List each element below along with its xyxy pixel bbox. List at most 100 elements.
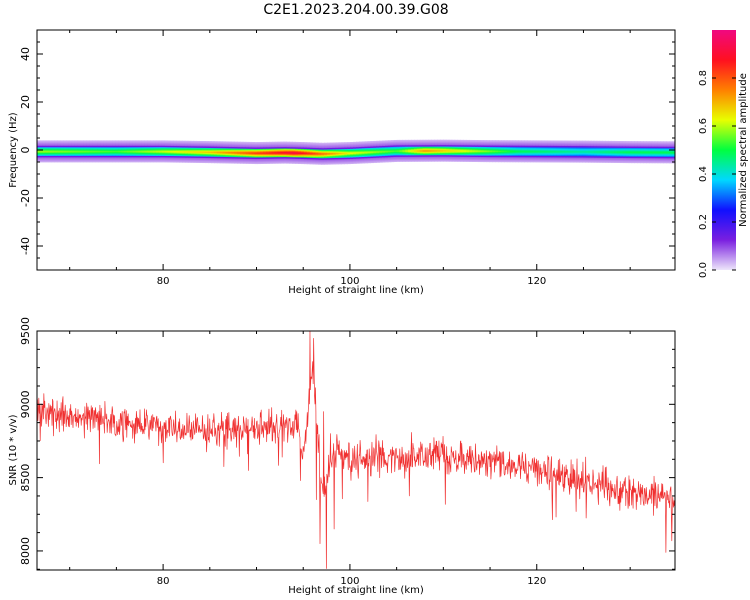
spectral-cell [199, 151, 203, 153]
spectral-cell [390, 143, 395, 145]
spectral-cell [428, 150, 432, 152]
spectral-cell [184, 153, 189, 155]
spectral-cell [370, 141, 374, 143]
spectral-cell [251, 149, 256, 151]
spectral-cell [347, 159, 351, 161]
spectral-cell [390, 159, 395, 161]
spectral-cell [86, 146, 90, 148]
spectral-cell [199, 146, 203, 148]
spectral-cell [318, 147, 322, 149]
spectral-cell [103, 160, 108, 162]
spectral-cell [199, 159, 203, 161]
spectral-cell [135, 154, 140, 156]
spectral-cell [506, 158, 511, 161]
spectral-cell [196, 159, 200, 161]
spectral-cell [83, 150, 87, 152]
spectral-cell [100, 156, 105, 159]
spectral-cell [506, 151, 511, 153]
spectral-cell [161, 143, 166, 145]
spectral-cell [344, 158, 348, 160]
spectral-cell [147, 160, 151, 162]
spectral-cell [86, 153, 90, 155]
spectral-cell [199, 141, 203, 143]
spectral-cell [414, 145, 418, 147]
spectral-cell [138, 149, 142, 151]
spectral-cell [150, 146, 154, 148]
spectral-cell [463, 143, 467, 145]
spectral-cell [89, 161, 93, 163]
spectral-cell [440, 160, 444, 162]
spectral-cell [138, 158, 142, 160]
spectral-cell [155, 147, 160, 149]
spectral-cell [240, 154, 244, 156]
spectral-cell [509, 147, 514, 149]
spectral-cell [213, 144, 218, 146]
spectral-cell [327, 146, 331, 149]
spectral-cell [286, 145, 290, 147]
spectral-cell [315, 149, 319, 151]
spectral-cell [121, 156, 125, 159]
spectral-cell [460, 150, 464, 152]
spectral-cell [402, 144, 406, 146]
spectral-cell [48, 159, 53, 161]
spectral-cell [489, 148, 493, 150]
spectral-cell [312, 162, 316, 164]
spectral-cell [356, 159, 360, 161]
spectral-cell [77, 155, 82, 157]
spectral-cell [155, 160, 160, 162]
spectral-cell [498, 150, 502, 152]
spectral-cell [66, 161, 70, 163]
spectral-cell [416, 157, 421, 159]
spectral-cell [367, 158, 372, 160]
spectral-cell [184, 156, 189, 158]
spectral-cell [408, 159, 412, 161]
spectral-cell [411, 146, 415, 148]
spectral-cell [164, 154, 169, 156]
spectral-cell [251, 151, 256, 153]
spectral-cell [231, 151, 235, 153]
spectral-cell [376, 142, 380, 144]
spectral-cell [295, 154, 299, 156]
spectral-cell [106, 154, 111, 156]
spectral-cell [298, 157, 302, 159]
spectral-cell [303, 155, 308, 157]
spectral-cell [66, 152, 70, 154]
spectral-cell [367, 153, 372, 155]
spectral-cell [196, 152, 200, 154]
spectral-cell [385, 156, 389, 159]
spectral-cell [402, 145, 406, 147]
spectral-cell [77, 160, 82, 162]
spectral-cell [454, 157, 459, 159]
spectral-cell [147, 154, 151, 156]
spectral-cell [399, 145, 403, 147]
spectral-cell [408, 143, 412, 145]
spectral-cell [68, 150, 73, 152]
spectral-cell [393, 153, 398, 155]
spectral-cell [202, 155, 206, 157]
spectral-cell [266, 147, 270, 149]
spectral-cell [300, 147, 305, 149]
spectral-cell [364, 151, 369, 153]
spectral-cell [312, 153, 316, 155]
spectral-cell [289, 160, 293, 162]
spectral-cell [495, 144, 499, 146]
spectral-cell [463, 147, 467, 149]
spectral-cell [483, 145, 488, 147]
spectral-cell [167, 148, 171, 150]
spectral-cell [315, 150, 319, 152]
spectral-cell [95, 149, 99, 151]
spectral-cell [503, 141, 508, 143]
spectral-cell [379, 157, 383, 160]
spectral-cell [387, 154, 392, 156]
spectral-cell [196, 147, 200, 149]
spectral-cell [379, 145, 383, 147]
spectral-cell [63, 161, 67, 163]
spectral-cell [347, 142, 351, 144]
spectral-cell [457, 147, 461, 149]
spectral-cell [161, 158, 166, 160]
spectral-cell [312, 159, 316, 161]
spectral-cell [399, 149, 403, 152]
spectral-cell [141, 155, 145, 157]
spectral-cell [60, 160, 64, 162]
spectral-cell [408, 147, 412, 149]
